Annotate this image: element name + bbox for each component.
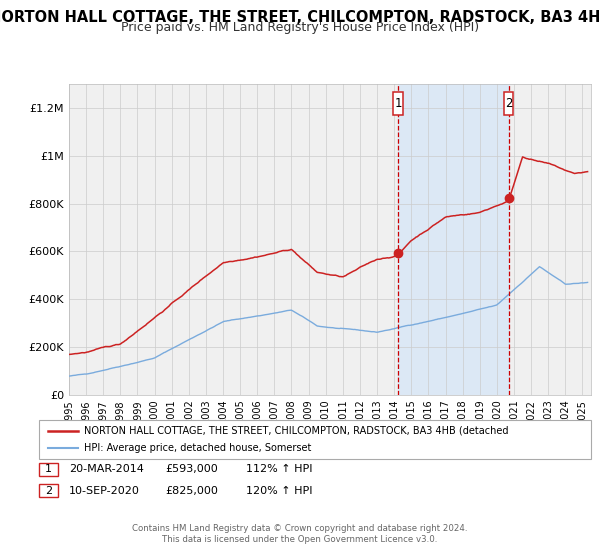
Text: 120% ↑ HPI: 120% ↑ HPI	[246, 486, 313, 496]
Text: 20-MAR-2014: 20-MAR-2014	[69, 464, 144, 474]
Text: 2: 2	[45, 486, 52, 496]
Text: Price paid vs. HM Land Registry's House Price Index (HPI): Price paid vs. HM Land Registry's House …	[121, 21, 479, 34]
Text: 1: 1	[45, 464, 52, 474]
Text: NORTON HALL COTTAGE, THE STREET, CHILCOMPTON, RADSTOCK, BA3 4HB (detached: NORTON HALL COTTAGE, THE STREET, CHILCOM…	[84, 426, 509, 436]
Bar	[398, 84, 509, 395]
Text: NORTON HALL COTTAGE, THE STREET, CHILCOMPTON, RADSTOCK, BA3 4HB: NORTON HALL COTTAGE, THE STREET, CHILCOM…	[0, 10, 600, 25]
Text: 112% ↑ HPI: 112% ↑ HPI	[246, 464, 313, 474]
Text: 2: 2	[505, 97, 512, 110]
Text: £825,000: £825,000	[165, 486, 218, 496]
Bar	[504, 92, 514, 115]
Text: HPI: Average price, detached house, Somerset: HPI: Average price, detached house, Some…	[84, 443, 311, 453]
Text: 1: 1	[394, 97, 401, 110]
Text: £593,000: £593,000	[165, 464, 218, 474]
Bar	[393, 92, 403, 115]
Text: Contains HM Land Registry data © Crown copyright and database right 2024.: Contains HM Land Registry data © Crown c…	[132, 524, 468, 533]
Text: 10-SEP-2020: 10-SEP-2020	[69, 486, 140, 496]
Text: This data is licensed under the Open Government Licence v3.0.: This data is licensed under the Open Gov…	[163, 535, 437, 544]
